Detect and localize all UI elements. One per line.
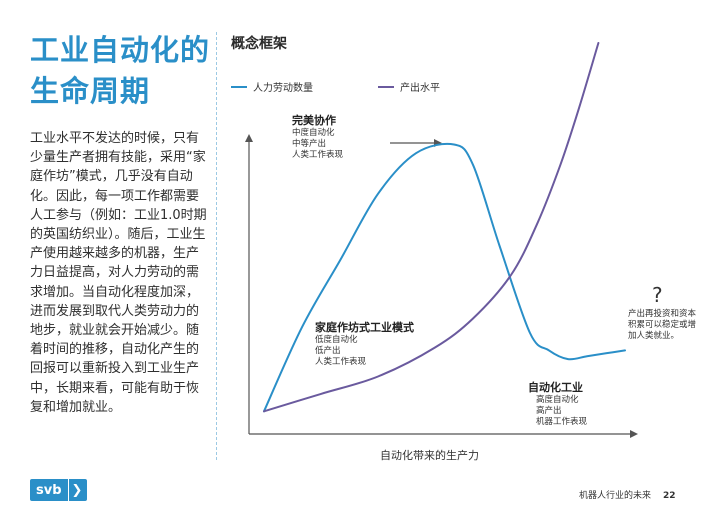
legend-swatch-labor [231,85,247,88]
page-title-line-2: 生命周期 [30,74,151,108]
body-paragraph: 工业水平不发达的时候，只有少量生产者拥有技能，采用“家庭作坊”模式，几乎没有自动… [30,131,207,415]
legend-label-output: 产出水平 [400,83,440,94]
footer-title: 机器人行业的未来 [579,491,652,501]
annotation-automated-line-2: 高产出 [536,406,562,416]
series-layer [263,42,626,413]
annotation-automated-title: 自动化工业 [528,381,583,394]
annotation-cottage-line-1: 低度自动化 [315,335,358,345]
question-note: 产出再投资和资本积累可以稳定或增加人类就业。 [628,309,697,341]
annotation-automated-line-3: 机器工作表现 [536,417,588,427]
legend-swatch-output [378,85,394,88]
question-mark: ? [652,283,663,307]
annotation-cottage-line-3: 人类工作表现 [315,357,367,367]
page-title-line-1: 工业自动化的 [30,33,211,67]
annotation-perfect: 完美协作 中度自动化 中等产出 人类工作表现 [292,114,343,161]
x-axis-label: 自动化带来的生产力 [380,449,479,462]
annotation-cottage-title: 家庭作坊式工业模式 [315,321,414,334]
annotation-automated: 自动化工业 高度自动化 高产出 机器工作表现 [528,381,587,428]
annotation-automated-line-1: 高度自动化 [536,395,579,405]
legend-item-labor: 人力劳动数量 [231,79,313,94]
annotation-perfect-line-3: 人类工作表现 [292,150,344,160]
annotation-perfect-title: 完美协作 [292,114,336,127]
page-title: 工业自动化的 生命周期 [30,30,220,112]
page-number: 22 [663,491,676,501]
frame-title: 概念框架 [231,36,287,52]
svb-logo: svb ❯ [30,479,88,501]
series-line-output [263,42,600,413]
column-divider [216,32,217,460]
annotation-perfect-line-2: 中等产出 [292,139,327,149]
annotation-cottage-line-2: 低产出 [315,346,341,356]
logo-wordmark: svb [30,479,68,501]
footer: 机器人行业的未来 22 [579,488,676,501]
legend-item-output: 产出水平 [378,79,440,94]
legend-label-labor: 人力劳动数量 [253,83,313,94]
chevron-right-icon: ❯ [67,479,88,501]
annotation-cottage: 家庭作坊式工业模式 低度自动化 低产出 人类工作表现 [315,321,414,368]
annotation-perfect-line-1: 中度自动化 [292,128,335,138]
series-line-labor [263,142,626,413]
